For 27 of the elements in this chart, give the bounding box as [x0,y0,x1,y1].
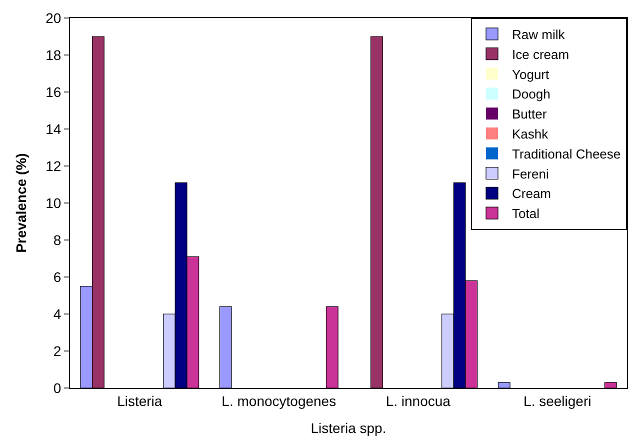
legend-label: Doogh [512,86,550,102]
legend-label: Total [512,206,540,222]
legend-label: Yogurt [512,66,550,82]
y-tick-label: 16 [46,84,62,100]
y-tick-label: 20 [46,10,62,26]
y-tick-label: 2 [53,342,62,359]
y-tick-label: 18 [46,46,62,63]
x-tick-label: L. seeligeri [524,392,592,409]
y-tick-label: 12 [46,158,62,174]
x-axis-title: Listeria spp. [310,420,386,436]
y-tick-label: 14 [46,120,62,137]
y-tick-label: 8 [53,232,62,248]
x-tick-label: L. innocua [386,392,451,409]
legend-label: Ice cream [512,46,570,62]
y-tick-label: 0 [53,380,62,396]
legend-label: Raw milk [512,27,566,42]
y-tick-label: 4 [53,306,62,322]
x-tick-label: Listeria [117,392,162,409]
y-tick-label: 10 [46,194,62,211]
legend-label: Fereni [512,166,549,182]
y-tick-label: 6 [53,268,62,285]
legend-label: Butter [512,106,548,122]
x-tick-label: L. monocytogenes [222,392,336,409]
legend-label: Cream [512,186,552,202]
y-axis-title: Prevalence (%) [13,153,30,253]
legend-label: Traditional Cheese [512,146,621,162]
legend-label: Kashk [512,126,549,142]
